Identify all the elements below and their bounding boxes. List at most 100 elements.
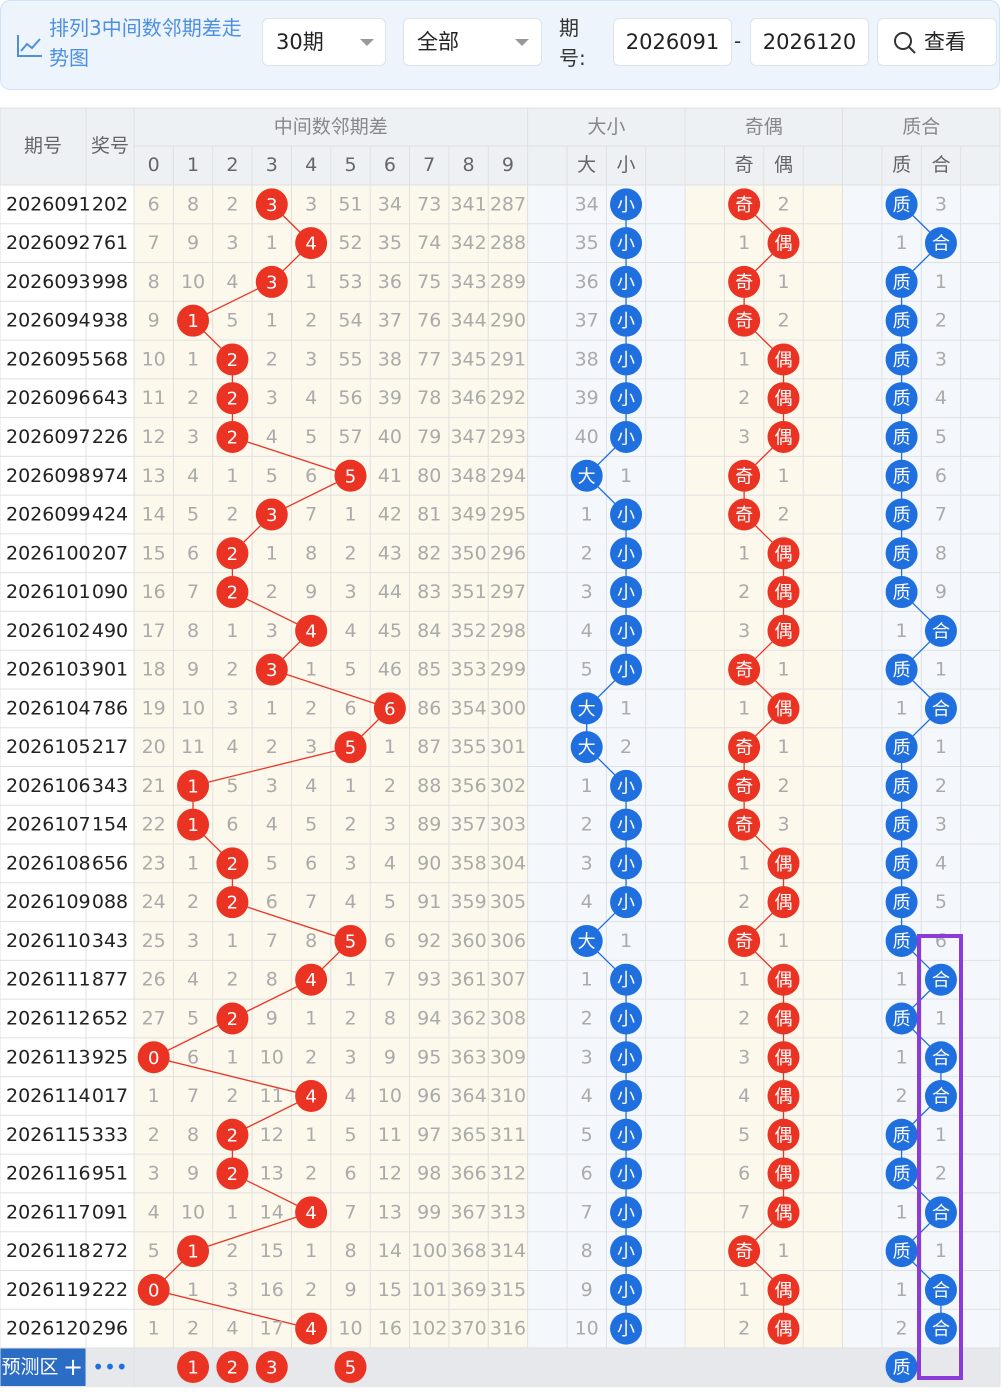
diff-hit-text: 2 [227, 893, 238, 914]
filter-select[interactable]: 全部 [403, 18, 542, 66]
size-miss: 1 [620, 465, 632, 487]
highlight-box [917, 934, 963, 1380]
miss: 8 [148, 271, 160, 293]
miss: 27 [142, 1007, 166, 1029]
size-hit-text: 小 [617, 1203, 635, 1224]
miss: 315 [490, 1279, 526, 1301]
miss: 351 [450, 581, 486, 603]
miss: 39 [378, 387, 402, 409]
miss: 97 [417, 1124, 441, 1146]
parity-hit [767, 537, 800, 570]
from-input[interactable]: 2026091 [613, 18, 732, 66]
number: 925 [92, 1046, 128, 1068]
miss: 24 [142, 891, 166, 913]
size-miss: 2 [620, 736, 632, 758]
size-miss: 4 [581, 620, 593, 642]
miss: 9 [384, 1046, 396, 1068]
head-diff-col: 4 [305, 154, 317, 176]
parity-hit [767, 227, 800, 260]
size-hit [610, 1273, 643, 1306]
miss: 16 [260, 1279, 284, 1301]
parity-hit-text: 奇 [735, 311, 753, 332]
prime-hit [924, 1312, 957, 1345]
number: 091 [92, 1201, 128, 1223]
diff-hit [216, 886, 249, 919]
predict-bg [0, 1348, 1000, 1386]
miss: 84 [417, 620, 441, 642]
miss: 90 [417, 852, 441, 874]
size-hit [610, 1041, 643, 1074]
prime-miss: 5 [935, 426, 947, 448]
miss: 3 [266, 775, 278, 797]
head-parity-col: 偶 [774, 154, 793, 176]
miss: 38 [378, 348, 402, 370]
prime-hit-text: 质 [893, 854, 911, 875]
diff-hit-text: 3 [266, 660, 277, 681]
diff-hit-text: 1 [187, 1242, 198, 1263]
parity-hit-text: 奇 [735, 776, 753, 797]
prime-hit-text: 质 [893, 311, 911, 332]
size-hit [610, 420, 643, 453]
miss: 83 [417, 581, 441, 603]
head-number: 奖号 [91, 135, 129, 157]
miss: 1 [226, 465, 238, 487]
miss: 7 [148, 232, 160, 254]
period: 2026113 [6, 1046, 91, 1068]
head-diff-col: 1 [187, 154, 199, 176]
miss: 300 [490, 697, 526, 719]
size-miss: 4 [581, 891, 593, 913]
prime-miss: 1 [935, 659, 947, 681]
miss: 25 [142, 930, 166, 952]
prime-hit [885, 188, 918, 221]
parity-miss: 1 [777, 736, 789, 758]
miss: 356 [450, 775, 486, 797]
size-hit-text: 小 [617, 427, 635, 448]
count-select[interactable]: 30期 [262, 18, 386, 66]
number: 938 [92, 310, 128, 332]
to-input[interactable]: 2026120 [750, 18, 869, 66]
miss: 2 [226, 504, 238, 526]
prime-hit [885, 459, 918, 492]
miss: 353 [450, 659, 486, 681]
miss: 1 [344, 775, 356, 797]
head-parity-col: 奇 [735, 154, 754, 176]
miss: 5 [226, 775, 238, 797]
parity-hit-text: 偶 [775, 350, 793, 371]
parity-miss: 1 [777, 1240, 789, 1262]
miss: 89 [417, 814, 441, 836]
prime-hit-text: 质 [893, 1164, 911, 1185]
size-hit [610, 498, 643, 531]
size-hit-text: 小 [617, 1280, 635, 1301]
size-miss: 2 [581, 1007, 593, 1029]
number: 222 [92, 1279, 128, 1301]
miss: 349 [450, 504, 486, 526]
parity-miss: 2 [777, 504, 789, 526]
size-hit-text: 小 [617, 1087, 635, 1108]
predict-diff [334, 1351, 367, 1383]
miss: 11 [181, 736, 205, 758]
size-hit-text: 小 [617, 234, 635, 255]
number: 951 [92, 1163, 128, 1185]
miss: 305 [490, 891, 526, 913]
miss: 98 [417, 1163, 441, 1185]
miss: 292 [490, 387, 526, 409]
size-hit [570, 924, 603, 957]
head-prime-col: 合 [931, 154, 950, 176]
parity-hit-text: 偶 [775, 1009, 793, 1030]
parity-hit [728, 769, 761, 802]
miss: 96 [417, 1085, 441, 1107]
size-hit [610, 769, 643, 802]
miss: 5 [187, 504, 199, 526]
prime-miss: 8 [935, 542, 947, 564]
head-diff-col: 7 [423, 154, 435, 176]
miss: 2 [226, 659, 238, 681]
miss: 95 [417, 1046, 441, 1068]
prime-hit [924, 1080, 957, 1113]
diff-hit [255, 265, 288, 298]
number: 090 [92, 581, 128, 603]
query-button[interactable]: 查看 [877, 18, 997, 66]
size-miss: 1 [581, 775, 593, 797]
prime-miss: 1 [896, 232, 908, 254]
miss: 370 [450, 1318, 486, 1340]
